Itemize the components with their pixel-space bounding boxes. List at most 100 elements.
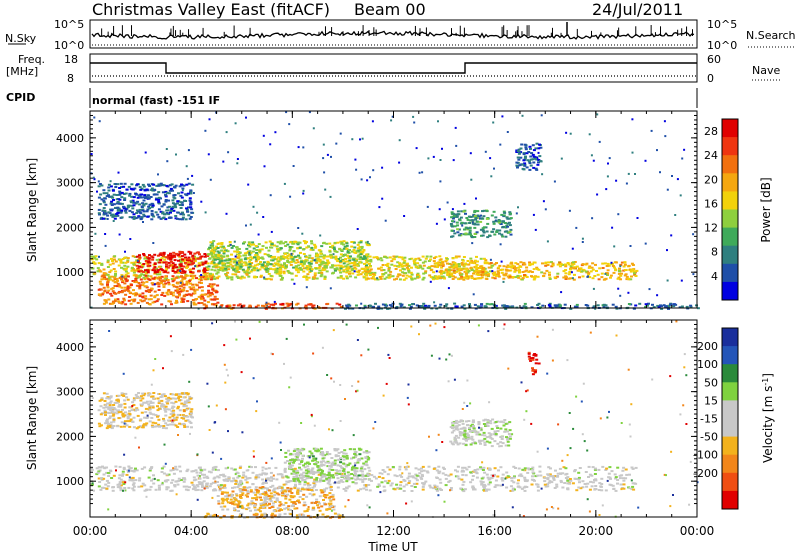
colorbar-segment — [722, 191, 738, 210]
ytick-label: 4000 — [56, 341, 84, 354]
colorbar-tick: -15 — [700, 413, 718, 426]
colorbar-frame — [721, 327, 739, 510]
velocity-ylabel: Slant Range [km] — [25, 366, 39, 470]
colorbar-segment — [722, 137, 738, 156]
power-yticks: 1000 2000 3000 4000 — [56, 114, 697, 296]
freq-tick-top: 18 — [64, 53, 78, 66]
nsky-trace — [91, 22, 695, 46]
cpid-label: CPID — [6, 91, 35, 104]
velocity-colorbar: 200 100 50 15 -15 -50 -100 -200 — [693, 327, 739, 510]
colorbar-segment — [722, 245, 738, 265]
power-echoes — [90, 111, 700, 310]
colorbar-segment — [722, 418, 738, 438]
ytick-label: 4000 — [56, 132, 84, 145]
colorbar-segment — [722, 346, 738, 365]
velocity-yticks: 1000 2000 3000 4000 — [56, 323, 697, 505]
nsky-panel: N.Sky 10^5 10^0 10^5 10^0 N.Search — [5, 18, 796, 52]
colorbar-segment — [722, 436, 738, 456]
nsky-tick-top: 10^5 — [54, 18, 84, 31]
colorbar-tick: 100 — [697, 358, 718, 371]
scatter-noise — [90, 111, 695, 310]
time-axis-ticks: 00:00 04:00 08:00 12:00 16:00 20:00 00:00 — [73, 111, 715, 538]
colorbar-segment — [722, 173, 738, 192]
colorbar-segment — [722, 227, 738, 247]
freq-panel: Freq. [MHz] 18 8 60 0 Nave — [6, 53, 782, 85]
colorbar-tick: 50 — [704, 376, 718, 389]
ytick-label: 1000 — [56, 475, 84, 488]
colorbar-segment — [722, 472, 738, 492]
power-colorbar-label: Power [dB] — [759, 177, 773, 242]
colorbar-tick: 15 — [704, 394, 718, 407]
echo-region — [135, 250, 210, 274]
echo-region — [216, 485, 336, 513]
echo-region — [527, 351, 541, 376]
xtick-label: 04:00 — [174, 524, 209, 538]
power-ylabel: Slant Range [km] — [25, 158, 39, 262]
ytick-label: 1000 — [56, 266, 84, 279]
colorbar-segment — [722, 364, 738, 383]
colorbar-segment — [722, 263, 738, 283]
xtick-label: 08:00 — [275, 524, 310, 538]
colorbar-tick: 20 — [704, 173, 718, 186]
plot-title: Christmas Valley East (fitACF) — [92, 0, 330, 19]
colorbar-segment — [722, 400, 738, 419]
echo-region — [283, 447, 372, 484]
freq-units-label: [MHz] — [6, 65, 38, 78]
colorbar-tick: 200 — [697, 340, 718, 353]
colorbar-tick: 8 — [711, 246, 718, 259]
xtick-label: 12:00 — [376, 524, 411, 538]
cpid-strip: CPID normal (fast) -151 IF — [6, 88, 698, 108]
cpid-text: normal (fast) -151 IF — [92, 94, 220, 107]
colorbar-segment — [722, 155, 738, 174]
colorbar-tick: -100 — [693, 449, 718, 462]
ytick-label: 2000 — [56, 430, 84, 443]
colorbar-tick: 16 — [704, 197, 718, 210]
time-axis-label: Time UT — [367, 540, 418, 554]
xtick-label: 16:00 — [477, 524, 512, 538]
colorbar-tick: 12 — [704, 222, 718, 235]
xtick-label: 20:00 — [579, 524, 614, 538]
nsearch-tick-top: 10^5 — [707, 18, 737, 31]
colorbar-frame — [721, 118, 739, 301]
colorbar-tick: 24 — [704, 149, 718, 162]
power-panel: 1000 2000 3000 4000 Slant Range [km] 4 8 12 16… — [25, 110, 773, 310]
power-colorbar: 4 8 12 16 20 24 28 — [704, 118, 739, 301]
colorbar-segment — [722, 281, 738, 301]
echo-region — [97, 182, 195, 221]
echo-region — [515, 142, 543, 171]
freq-trace — [90, 62, 697, 74]
echo-region — [97, 392, 194, 430]
colorbar-tick: -50 — [700, 431, 718, 444]
colorbar-segment — [722, 328, 738, 347]
nave-tick-top: 60 — [707, 53, 721, 66]
echo-region — [434, 261, 639, 281]
nsky-label: N.Sky — [5, 32, 37, 45]
ytick-label: 2000 — [56, 221, 84, 234]
echo-region — [206, 240, 371, 272]
nsky-tick-bottom: 10^0 — [54, 39, 84, 52]
colorbar-tick: 28 — [704, 125, 718, 138]
echo-region — [449, 418, 512, 448]
echo-region — [90, 465, 638, 493]
ytick-label: 3000 — [56, 177, 84, 190]
echo-region — [203, 512, 345, 519]
nave-label: Nave — [752, 64, 780, 77]
echo-region — [449, 209, 513, 239]
colorbar-tick: -200 — [693, 467, 718, 480]
beam-label: Beam 00 — [354, 0, 426, 19]
freq-label: Freq. — [18, 53, 45, 66]
colorbar-segment — [722, 119, 738, 138]
colorbar-segment — [722, 454, 738, 474]
velocity-echoes — [90, 320, 699, 519]
colorbar-segment — [722, 382, 738, 401]
echo-region — [97, 274, 220, 306]
nave-tick-bottom: 0 — [707, 72, 714, 85]
scatter-noise — [91, 320, 699, 518]
date-label: 24/Jul/2011 — [592, 0, 683, 19]
xtick-label: 00:00 — [680, 524, 715, 538]
ytick-label: 3000 — [56, 386, 84, 399]
xtick-label: 00:00 — [73, 524, 108, 538]
nsky-line — [91, 30, 695, 40]
